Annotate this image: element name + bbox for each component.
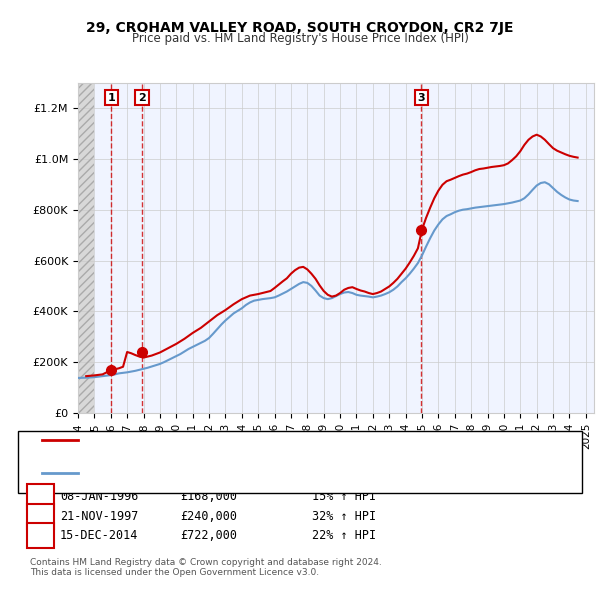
Text: £168,000: £168,000 <box>180 490 237 503</box>
Text: 15% ↑ HPI: 15% ↑ HPI <box>312 490 376 503</box>
Text: 2: 2 <box>138 93 146 103</box>
Text: Price paid vs. HM Land Registry's House Price Index (HPI): Price paid vs. HM Land Registry's House … <box>131 32 469 45</box>
Text: 15-DEC-2014: 15-DEC-2014 <box>60 529 139 542</box>
Text: 3: 3 <box>418 93 425 103</box>
Text: £240,000: £240,000 <box>180 510 237 523</box>
Text: 1: 1 <box>37 492 44 502</box>
Bar <box>78 83 94 413</box>
Text: 3: 3 <box>37 531 44 540</box>
Text: 22% ↑ HPI: 22% ↑ HPI <box>312 529 376 542</box>
Text: Contains HM Land Registry data © Crown copyright and database right 2024.
This d: Contains HM Land Registry data © Crown c… <box>30 558 382 577</box>
Text: £722,000: £722,000 <box>180 529 237 542</box>
Bar <box>78 83 94 413</box>
Text: 1: 1 <box>107 93 115 103</box>
Text: 08-JAN-1996: 08-JAN-1996 <box>60 490 139 503</box>
Text: HPI: Average price, detached house, Croydon: HPI: Average price, detached house, Croy… <box>81 468 317 478</box>
Text: 29, CROHAM VALLEY ROAD, SOUTH CROYDON, CR2 7JE: 29, CROHAM VALLEY ROAD, SOUTH CROYDON, C… <box>86 21 514 35</box>
Text: 29, CROHAM VALLEY ROAD, SOUTH CROYDON, CR2 7JE (detached house): 29, CROHAM VALLEY ROAD, SOUTH CROYDON, C… <box>81 435 463 444</box>
Text: 21-NOV-1997: 21-NOV-1997 <box>60 510 139 523</box>
Text: 2: 2 <box>37 512 44 521</box>
Text: 32% ↑ HPI: 32% ↑ HPI <box>312 510 376 523</box>
